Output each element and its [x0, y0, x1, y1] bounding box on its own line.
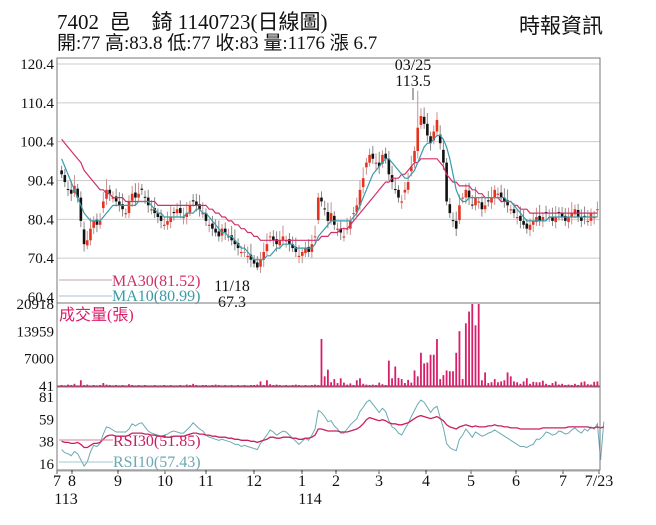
high-value-annotation: 113.5: [395, 73, 430, 90]
svg-text:7: 7: [53, 473, 61, 490]
svg-text:80.4: 80.4: [28, 212, 55, 228]
rsi-y-axis: 81 59 38 16: [39, 390, 55, 473]
svg-text:120.4: 120.4: [20, 57, 54, 73]
rsi-panel: 81 59 38 16 RSI30(51.85) RSI10(57.43): [39, 390, 605, 473]
rsi10-legend: RSI10(57.43): [113, 454, 201, 471]
svg-text:114: 114: [298, 491, 321, 508]
svg-text:100.4: 100.4: [20, 135, 54, 151]
svg-text:12: 12: [246, 473, 262, 490]
volume-bars: [57, 304, 600, 387]
svg-text:11: 11: [198, 473, 213, 490]
candlesticks: [60, 90, 599, 273]
volume-y-axis: 20918 13959 7000 41: [17, 297, 55, 395]
ma10-legend: MA10(80.99): [112, 288, 200, 305]
svg-text:110.4: 110.4: [21, 96, 55, 112]
svg-text:70.4: 70.4: [28, 251, 55, 267]
volume-panel: 20918 13959 7000 41 成交量(張): [17, 297, 600, 395]
panel-frames: [56, 57, 601, 472]
svg-text:20918: 20918: [17, 297, 55, 313]
svg-text:1: 1: [298, 473, 306, 490]
svg-text:5: 5: [467, 473, 475, 490]
svg-text:7: 7: [559, 473, 567, 490]
svg-text:13959: 13959: [17, 324, 55, 340]
svg-text:3: 3: [375, 473, 383, 490]
svg-text:90.4: 90.4: [28, 174, 55, 190]
svg-text:60.4: 60.4: [28, 290, 55, 306]
price-panel: 120.4 110.4 100.4 90.4 80.4 70.4 60.4 03/25 11…: [20, 57, 600, 311]
brand-logo-text: 時報資訊: [519, 14, 603, 38]
svg-text:4: 4: [422, 473, 430, 490]
svg-text:38: 38: [39, 434, 54, 450]
svg-text:6: 6: [512, 473, 520, 490]
price-y-axis: 120.4 110.4 100.4 90.4 80.4 70.4 60.4: [20, 57, 54, 306]
ma30-legend: MA30(81.52): [112, 273, 200, 290]
volume-title: 成交量(張): [59, 306, 134, 324]
svg-text:81: 81: [39, 390, 54, 406]
rsi30-line: [61, 414, 604, 449]
svg-text:113: 113: [54, 491, 77, 508]
svg-text:7/23: 7/23: [585, 473, 613, 490]
svg-text:16: 16: [39, 457, 55, 473]
ohlc-stats: 開:77 高:83.8 低:77 收:83 量:1176 漲 6.7: [57, 33, 378, 54]
svg-text:59: 59: [39, 413, 54, 429]
chart-title: 7402 邑 錡 1140723(日線圖): [57, 10, 328, 34]
svg-text:9: 9: [114, 473, 122, 490]
price-gridlines: [57, 63, 600, 259]
svg-text:41: 41: [39, 379, 54, 395]
rsi10-line: [61, 399, 605, 468]
low-date-annotation: 11/18: [214, 278, 250, 295]
svg-text:10: 10: [157, 473, 173, 490]
rsi30-legend: RSI30(51.85): [113, 433, 201, 450]
ma10-line: [61, 134, 598, 261]
high-date-annotation: 03/25: [395, 57, 431, 74]
svg-text:8: 8: [68, 473, 76, 490]
svg-text:7000: 7000: [24, 352, 54, 368]
svg-text:2: 2: [332, 473, 340, 490]
